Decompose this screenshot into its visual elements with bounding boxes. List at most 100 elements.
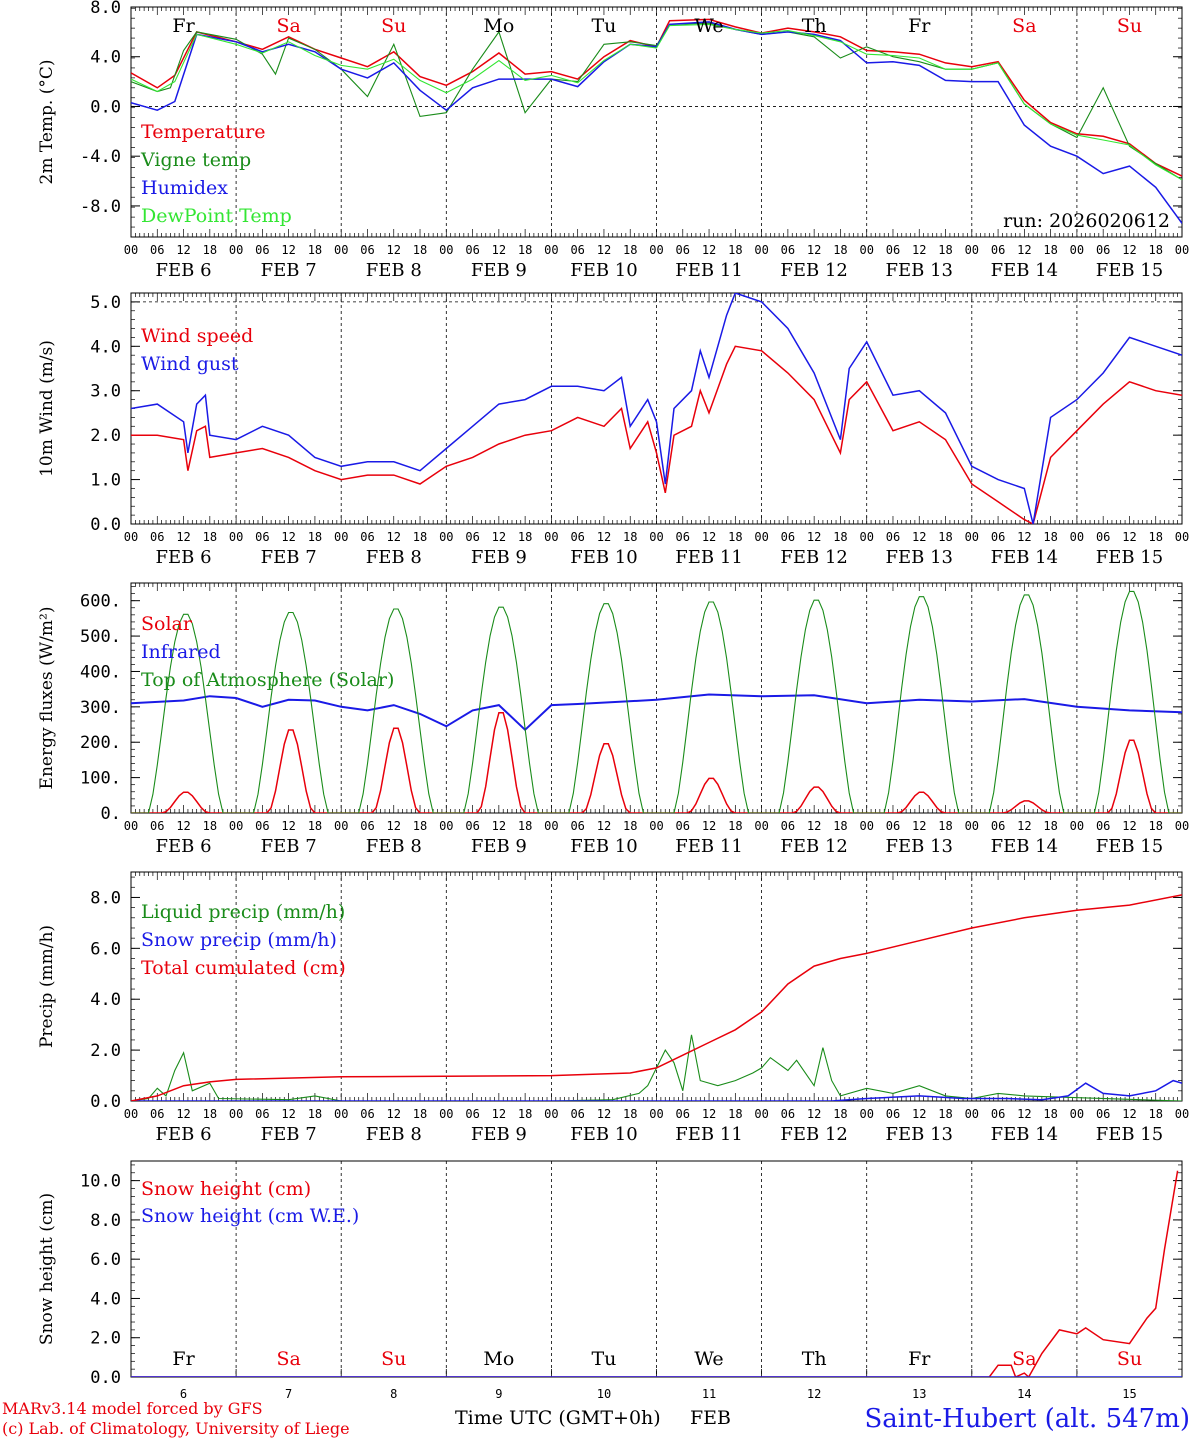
x-hour-label: 06 (1096, 530, 1110, 544)
x-hour-label: 00 (649, 243, 663, 257)
y-tick-label: 1.0 (90, 471, 121, 491)
x-day-number: 14 (1017, 1387, 1031, 1401)
x-axis-month: FEB (690, 1407, 731, 1429)
series-line-liquid-precip-mm-h- (131, 1034, 1182, 1101)
x-hour-label: 06 (781, 243, 795, 257)
weekday-label-top: Su (1117, 15, 1142, 37)
series-line-snow-height-cm- (131, 1170, 1179, 1377)
x-hour-label: 00 (334, 819, 348, 833)
series-line-wind-speed (131, 345, 1182, 524)
x-hour-label: 12 (387, 530, 401, 544)
x-hour-label: 12 (912, 530, 926, 544)
legend-entry: Vigne temp (140, 149, 251, 171)
x-hour-label: 12 (492, 530, 506, 544)
x-date-label: FEB 8 (366, 836, 422, 857)
x-hour-label: 00 (124, 243, 138, 257)
legend-entry: Snow height (cm W.E.) (141, 1205, 359, 1227)
x-hour-label: 00 (439, 243, 453, 257)
x-date-label: FEB 8 (366, 260, 422, 281)
x-hour-label: 00 (334, 530, 348, 544)
legend-entry: Snow precip (mm/h) (141, 929, 337, 951)
legend-entry: Wind gust (141, 353, 239, 375)
series-line-infrared (131, 693, 1182, 732)
x-hour-label: 12 (492, 243, 506, 257)
x-date-label: FEB 10 (570, 547, 637, 568)
x-hour-label: 18 (1148, 243, 1162, 257)
x-day-number: 10 (597, 1387, 611, 1401)
x-axis-title: Time UTC (GMT+0h) (455, 1407, 661, 1429)
weekday-label-bottom: Tu (591, 1348, 616, 1370)
x-date-label: FEB 7 (261, 260, 317, 281)
x-hour-label: 06 (1096, 243, 1110, 257)
x-hour-label: 00 (544, 530, 558, 544)
x-hour-label: 00 (649, 530, 663, 544)
x-date-label: FEB 11 (675, 547, 742, 568)
y-tick-label: 0.0 (90, 515, 121, 535)
x-hour-label: 18 (308, 1107, 322, 1121)
weekday-label-bottom: Su (381, 1348, 406, 1370)
y-tick-label: -8.0 (80, 197, 121, 217)
x-hour-label: 06 (781, 819, 795, 833)
y-tick-label: 0.0 (90, 97, 121, 117)
x-hour-label: 12 (1017, 530, 1031, 544)
x-hour-label: 18 (1148, 819, 1162, 833)
x-hour-label: 00 (334, 1107, 348, 1121)
x-hour-label: 00 (544, 1107, 558, 1121)
x-date-label: FEB 10 (570, 1124, 637, 1145)
station-name: Saint-Hubert (alt. 547m) (864, 1404, 1190, 1434)
x-hour-label: 06 (150, 243, 164, 257)
x-hour-label: 06 (150, 819, 164, 833)
x-hour-label: 18 (518, 243, 532, 257)
series-line-total-cumulated-cm- (131, 894, 1182, 1101)
x-hour-label: 06 (255, 243, 269, 257)
y-axis-title: Snow height (cm) (37, 1193, 57, 1345)
x-hour-label: 12 (1017, 243, 1031, 257)
x-day-number: 9 (495, 1387, 502, 1401)
x-hour-label: 06 (676, 243, 690, 257)
x-hour-label: 06 (465, 1107, 479, 1121)
x-hour-label: 12 (597, 530, 611, 544)
weekday-label-bottom: Th (802, 1348, 827, 1370)
x-hour-label: 06 (570, 530, 584, 544)
y-tick-label: 4.0 (90, 1289, 121, 1309)
y-tick-label: 400. (80, 662, 121, 682)
series-line-solar (131, 711, 1182, 813)
weekday-label-bottom: Fr (172, 1348, 195, 1370)
lab-credit: (c) Lab. of Climatology, University of L… (2, 1419, 350, 1438)
x-hour-label: 00 (1175, 243, 1189, 257)
x-hour-label: 06 (676, 1107, 690, 1121)
x-date-label: FEB 11 (675, 260, 742, 281)
x-date-label: FEB 6 (156, 836, 212, 857)
x-date-label: FEB 15 (1096, 547, 1163, 568)
legend-entry: Wind speed (141, 325, 253, 347)
x-hour-label: 18 (518, 1107, 532, 1121)
legend-entry: DewPoint Temp (141, 205, 292, 227)
weekday-label-top: Tu (591, 15, 616, 37)
x-hour-label: 12 (1122, 243, 1136, 257)
x-hour-label: 12 (702, 530, 716, 544)
x-date-label: FEB 7 (261, 836, 317, 857)
legend-entry: Solar (141, 613, 193, 635)
x-hour-label: 12 (176, 1107, 190, 1121)
x-hour-label: 18 (308, 819, 322, 833)
x-hour-label: 06 (886, 819, 900, 833)
x-hour-label: 18 (938, 1107, 952, 1121)
x-hour-label: 00 (754, 243, 768, 257)
x-hour-label: 18 (203, 530, 217, 544)
x-hour-label: 12 (912, 1107, 926, 1121)
x-hour-label: 18 (518, 530, 532, 544)
x-date-label: FEB 9 (471, 1124, 527, 1145)
x-hour-label: 00 (1175, 819, 1189, 833)
x-hour-label: 00 (124, 1107, 138, 1121)
x-hour-label: 12 (597, 1107, 611, 1121)
y-axis-title: 2m Temp. (°C) (37, 59, 57, 184)
x-hour-label: 12 (807, 819, 821, 833)
x-date-label: FEB 12 (780, 547, 847, 568)
y-tick-label: 0.0 (90, 1092, 121, 1112)
x-hour-label: 12 (176, 819, 190, 833)
x-hour-label: 06 (570, 1107, 584, 1121)
x-date-label: FEB 15 (1096, 260, 1163, 281)
x-date-label: FEB 13 (886, 547, 953, 568)
x-date-label: FEB 12 (780, 836, 847, 857)
legend-entry: Infrared (141, 641, 221, 663)
